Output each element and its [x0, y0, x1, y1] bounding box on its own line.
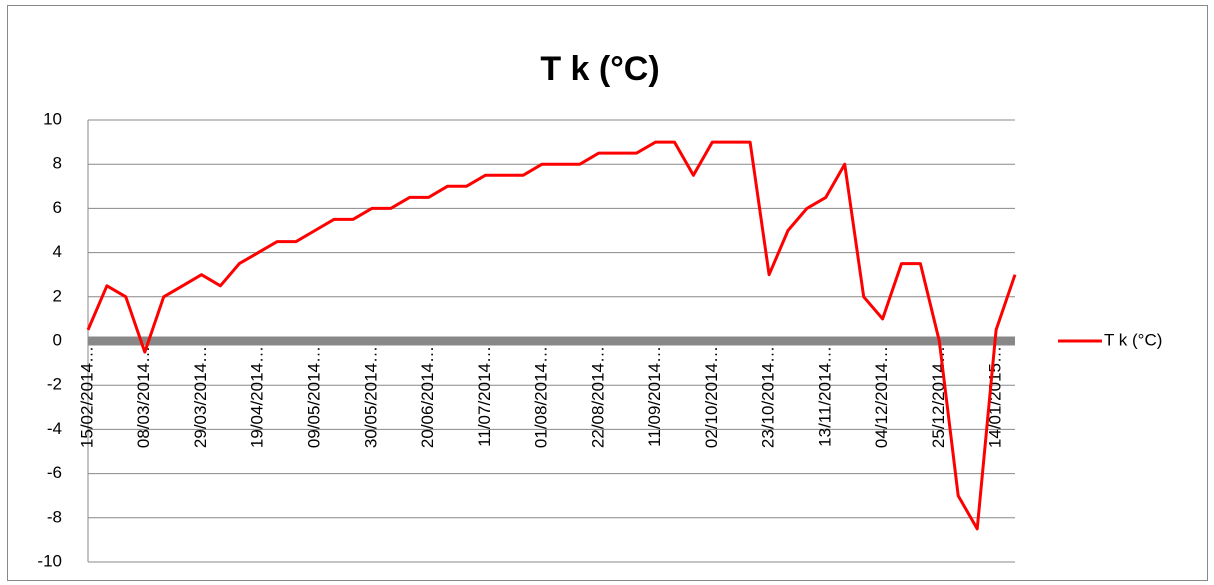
- series-line: [86, 140, 1017, 531]
- x-tick-label: 30/05/2014…: [361, 346, 380, 448]
- x-tick-label: 23/10/2014…: [759, 346, 778, 448]
- y-tick-label: 8: [53, 154, 62, 173]
- y-tick-label: -10: [37, 551, 62, 570]
- y-tick-label: -2: [47, 375, 62, 394]
- x-tick-label: 29/03/2014…: [191, 346, 210, 448]
- x-tick-label: 13/11/2014…: [815, 346, 834, 447]
- chart-title: T k (°C): [540, 50, 659, 88]
- x-tick-label: 15/02/2014…: [77, 346, 96, 448]
- y-tick-label: -4: [47, 419, 62, 438]
- x-tick-label: 22/08/2014…: [588, 346, 607, 448]
- y-tick-label: -6: [47, 463, 62, 482]
- x-tick-label: 09/05/2014…: [305, 346, 324, 448]
- y-tick-label: 6: [53, 198, 62, 217]
- y-tick-label: 4: [53, 242, 62, 261]
- y-tick-label: 0: [53, 330, 62, 349]
- y-tick-label: 10: [43, 109, 62, 128]
- x-tick-label: 11/09/2014…: [645, 346, 664, 447]
- y-tick-label: -8: [47, 507, 62, 526]
- y-tick-label: 2: [53, 286, 62, 305]
- x-tick-label: 01/08/2014…: [532, 346, 551, 448]
- x-tick-label: 08/03/2014…: [134, 346, 153, 448]
- chart-frame: [7, 5, 1208, 581]
- x-tick-label: 04/12/2014…: [872, 346, 891, 448]
- x-tick-label: 20/06/2014…: [418, 346, 437, 448]
- x-tick-label: 02/10/2014…: [702, 346, 721, 448]
- x-tick-label: 19/04/2014…: [248, 346, 267, 448]
- x-tick-label: 11/07/2014…: [475, 346, 494, 447]
- x-tick-label: 14/01/2015…: [986, 346, 1005, 448]
- legend-label: T k (°C): [1104, 330, 1162, 349]
